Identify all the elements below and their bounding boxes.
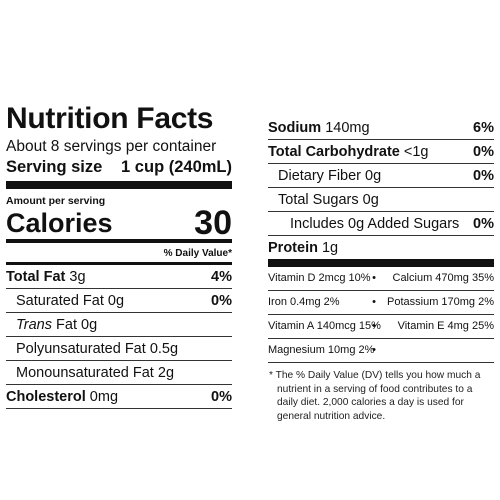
nutrient-amount: 0g <box>107 292 125 309</box>
vitamin-entry: Calcium 470mg 35% <box>392 272 495 284</box>
daily-value-header: % Daily Value* <box>163 248 232 259</box>
nutrition-label-left-panel: Nutrition Facts About 8 servings per con… <box>6 104 232 409</box>
vitamin-entry: Iron 0.4mg 2% <box>268 290 366 314</box>
nutrient-amount: 0g <box>365 167 382 184</box>
thick-divider <box>6 181 232 189</box>
bullet-separator: • <box>366 290 382 314</box>
nutrient-row-protein: Protein 1g <box>268 235 494 259</box>
nutrient-dv: 6% <box>473 119 494 136</box>
nutrient-dv: 0% <box>473 143 494 160</box>
nutrient-name: Protein <box>268 239 318 256</box>
nutrient-dv: 0% <box>211 292 232 309</box>
nutrient-row-trans-fat: Trans Fat 0g <box>6 312 232 336</box>
serving-size-row: Serving size 1 cup (240mL) <box>6 157 232 177</box>
nutrient-amount: Fat 0g <box>56 316 98 333</box>
nutrient-name: Total Fat <box>6 268 66 285</box>
nutrient-name: Includes <box>290 215 345 232</box>
medium-divider <box>6 239 232 243</box>
amount-per-serving: Amount per serving <box>6 195 106 207</box>
vitamin-entry: Magnesium 10mg 2% <box>268 338 374 363</box>
nutrient-row-sodium: Sodium 140mg 6% <box>268 116 494 139</box>
calories-label: Calories <box>6 208 113 238</box>
nutrient-amount: 2g <box>157 364 175 381</box>
nutrient-row-cholesterol: Cholesterol 0mg 0% <box>6 384 232 409</box>
thick-divider <box>268 259 494 267</box>
nutrient-dv: 0% <box>473 215 494 232</box>
nutrient-row-total-carbohydrate: Total Carbohydrate <1g 0% <box>268 139 494 163</box>
nutrient-amount: 0mg <box>89 388 119 405</box>
nutrient-row-monounsaturated-fat: Monounsaturated Fat 2g <box>6 360 232 384</box>
nutrient-amount: 0.5g <box>149 340 179 357</box>
nutrient-amount: 0g <box>362 191 379 208</box>
bullet-separator: • <box>372 272 376 284</box>
nutrient-name: Dietary Fiber <box>278 167 361 184</box>
nutrient-row-total-sugars: Total Sugars 0g <box>268 187 494 211</box>
serving-size-label: Serving size <box>6 158 103 176</box>
nutrient-amount: 0g Added Sugars <box>348 215 460 232</box>
nutrient-dv: 0% <box>473 167 494 184</box>
vitamin-mineral-grid: Vitamin D 2mcg 10% • Calcium 470mg 35% I… <box>268 267 494 363</box>
nutrient-amount: 140mg <box>325 119 370 136</box>
nutrient-name: Total Sugars <box>278 191 359 208</box>
nutrient-row-polyunsaturated-fat: Polyunsaturated Fat 0.5g <box>6 336 232 360</box>
vitamin-entry: Vitamin D 2mcg 10% <box>268 272 371 284</box>
nutrient-name: Monounsaturated Fat <box>16 364 154 381</box>
servings-per-container: About 8 servings per container <box>6 138 217 155</box>
nutrient-dv: 0% <box>211 388 232 405</box>
nutrient-name: Polyunsaturated Fat <box>16 340 146 357</box>
bullet-separator: • <box>366 338 382 363</box>
nutrient-row-dietary-fiber: Dietary Fiber 0g 0% <box>268 163 494 187</box>
nutrient-amount: <1g <box>403 143 429 160</box>
nutrient-amount: 1g <box>321 239 339 256</box>
nutrient-dv: 4% <box>211 268 232 285</box>
nutrient-row-saturated-fat: Saturated Fat 0g 0% <box>6 288 232 312</box>
nutrient-name: Saturated Fat <box>16 292 104 309</box>
nutrition-label-right-panel: Sodium 140mg 6% Total Carbohydrate <1g 0… <box>268 116 494 423</box>
label-title: Nutrition Facts <box>6 102 214 135</box>
vitamin-entry: Vitamin E 4mg 25% <box>382 314 494 338</box>
daily-value-footnote: * The % Daily Value (DV) tells you how m… <box>269 370 481 422</box>
calories-value: 30 <box>194 204 232 242</box>
vitamin-entry: Vitamin A 140mcg 15% <box>268 314 381 338</box>
nutrient-name: Trans <box>16 316 52 333</box>
nutrient-name: Sodium <box>268 119 322 136</box>
vitamin-entry <box>382 338 494 363</box>
nutrient-name: Cholesterol <box>6 388 86 405</box>
serving-size-value: 1 cup (240mL) <box>121 158 232 176</box>
calories-row: Calories 30 <box>6 204 232 242</box>
nutrient-name: Total Carbohydrate <box>268 143 400 160</box>
bullet-separator: • <box>366 314 382 338</box>
vitamin-entry: Potassium 170mg 2% <box>382 290 494 314</box>
nutrient-amount: 3g <box>69 268 86 285</box>
nutrient-row-total-fat: Total Fat 3g 4% <box>6 262 232 288</box>
nutrient-row-added-sugars: Includes 0g Added Sugars 0% <box>268 211 494 235</box>
